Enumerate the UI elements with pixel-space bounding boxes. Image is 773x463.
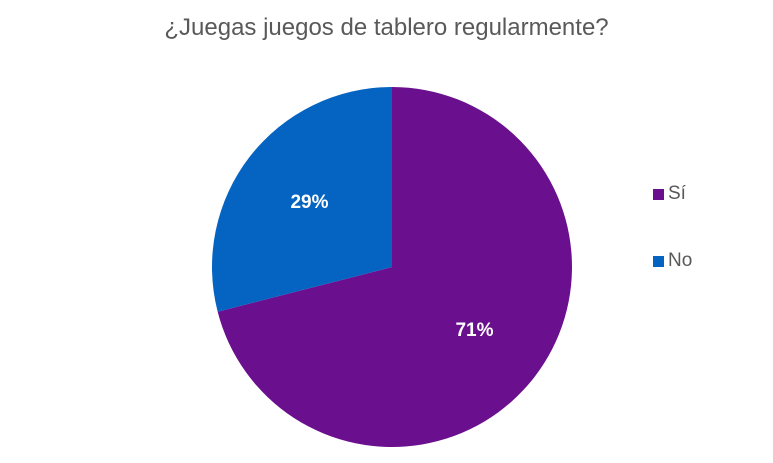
legend-label-no: No (668, 250, 693, 271)
data-label-si: 71% (455, 320, 493, 341)
legend: Sí No (653, 178, 692, 312)
pie-slice-no (211, 87, 392, 312)
legend-swatch-no (653, 255, 664, 267)
data-label-no: 29% (290, 192, 328, 213)
legend-label-si: Sí (668, 183, 686, 204)
chart-title: ¿Juegas juegos de tablero regularmente? (164, 14, 609, 41)
pie-slice-si (217, 87, 572, 447)
legend-swatch-si (653, 188, 664, 200)
legend-item-no: No (653, 245, 692, 277)
legend-item-si: Sí (653, 178, 692, 210)
